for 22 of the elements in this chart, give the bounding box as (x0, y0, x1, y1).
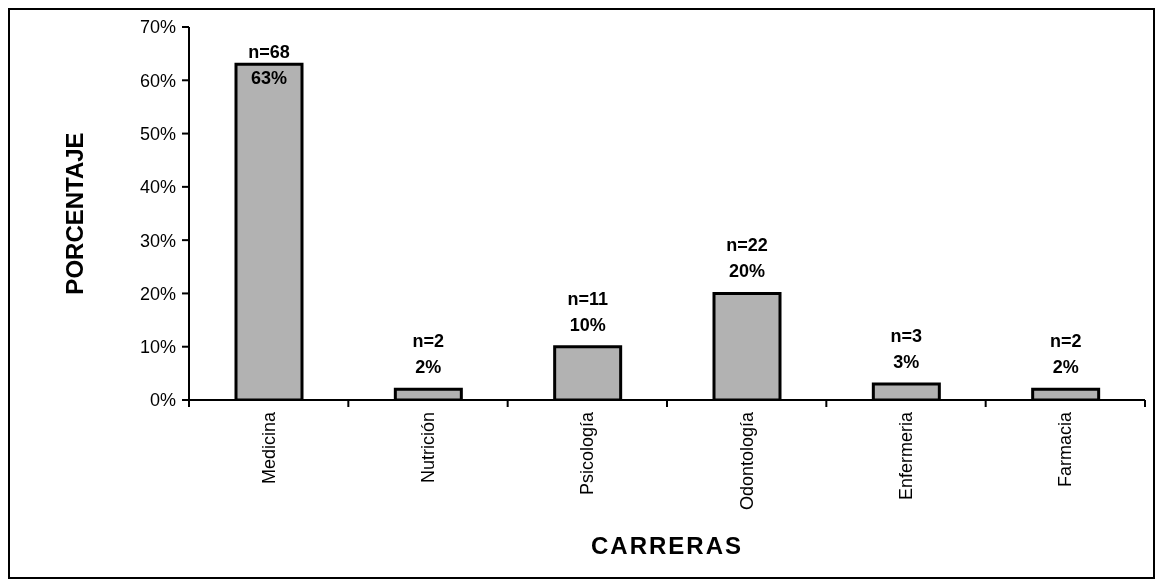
data-label: n=2 2% (1049, 331, 1082, 378)
y-tick-label: 70% (139, 17, 176, 38)
data-label: n=68 63% (248, 42, 290, 89)
x-tick-label: Enfermeria (896, 411, 916, 501)
y-tick-label: 30% (139, 230, 176, 251)
data-label: n=2 2% (412, 331, 445, 378)
y-tick-label: 0% (149, 390, 176, 411)
data-label: n=3 3% (890, 326, 923, 373)
y-axis-title: PORCENTAJE (60, 132, 88, 295)
data-label: n=22 20% (726, 235, 768, 282)
y-tick-label: 10% (139, 337, 176, 358)
x-axis-title: CARRERAS (590, 531, 744, 559)
y-tick-label: 40% (139, 177, 176, 198)
y-tick-label: 60% (139, 70, 176, 91)
x-tick-label: Farmacia (1055, 411, 1076, 488)
x-tick-label: Psicología (577, 411, 598, 496)
x-tick-label: Nutrición (418, 412, 438, 484)
x-tick-label: Medicina (258, 411, 279, 485)
y-tick-label: 20% (139, 283, 176, 304)
data-label: n=11 10% (567, 288, 608, 335)
x-tick-label: Odontología (736, 411, 757, 511)
y-tick-label: 50% (139, 123, 176, 144)
